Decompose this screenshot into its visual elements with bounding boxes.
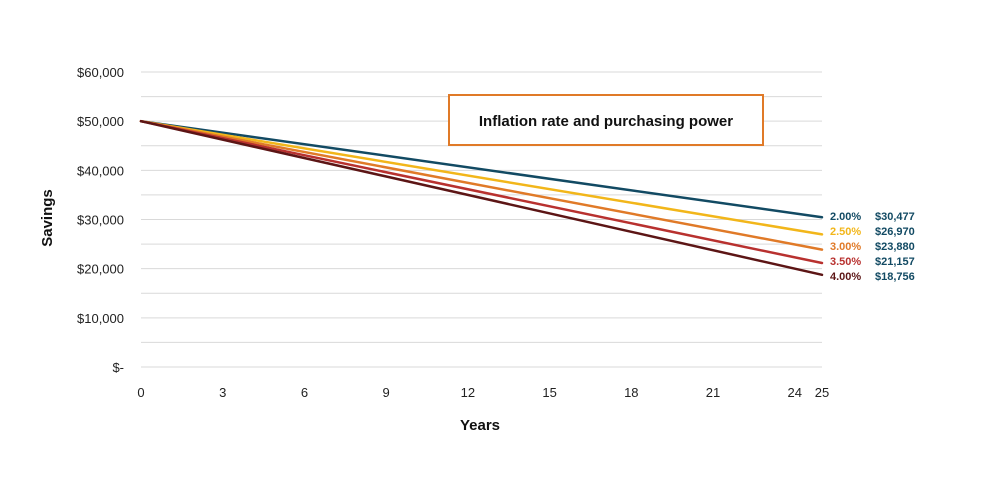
x-axis-title: Years	[460, 417, 500, 434]
series-value-label: $21,157	[875, 256, 915, 268]
x-tick-label: 3	[219, 385, 226, 400]
series-line	[139, 119, 824, 236]
chart-title: Inflation rate and purchasing power	[479, 113, 733, 130]
y-tick-label: $20,000	[77, 262, 124, 277]
series-rate-label: 3.50%	[830, 256, 861, 268]
series-rate-label: 2.00%	[830, 211, 861, 223]
series-line	[139, 119, 824, 219]
title-box: Inflation rate and purchasing power	[448, 94, 764, 146]
series-rate-label: 3.00%	[830, 241, 861, 253]
y-axis-tick-labels: $- $10,000 $20,000 $30,000 $40,000 $50,000 $60…	[77, 65, 124, 375]
y-tick-label: $30,000	[77, 213, 124, 228]
end-labels: 2.00% $30,477 2.50% $26,970 3.00% $23,880 3.50…	[830, 211, 915, 283]
y-tick-label: $10,000	[77, 311, 124, 326]
series-lines	[139, 119, 824, 277]
series-line	[139, 119, 824, 265]
x-tick-label: 25	[815, 385, 829, 400]
series-value-label: $26,970	[875, 226, 915, 238]
y-axis-title: Savings	[39, 189, 56, 247]
x-tick-label: 6	[301, 385, 308, 400]
series-value-label: $30,477	[875, 211, 915, 223]
x-axis-tick-labels: 0 3 6 9 12 15 18 21 24 25	[137, 385, 829, 400]
x-tick-label: 18	[624, 385, 638, 400]
y-tick-label: $60,000	[77, 65, 124, 80]
series-value-label: $18,756	[875, 271, 915, 283]
series-line	[139, 119, 824, 251]
x-tick-label: 24	[788, 385, 802, 400]
y-tick-label: $-	[112, 360, 124, 375]
series-value-label: $23,880	[875, 241, 915, 253]
series-line	[139, 119, 824, 277]
x-tick-label: 15	[542, 385, 556, 400]
series-rate-label: 2.50%	[830, 226, 861, 238]
y-tick-label: $40,000	[77, 163, 124, 178]
title-box-border	[448, 94, 764, 146]
x-tick-label: 12	[461, 385, 475, 400]
y-tick-label: $50,000	[77, 114, 124, 129]
series-rate-label: 4.00%	[830, 271, 861, 283]
x-tick-label: 0	[137, 385, 144, 400]
x-tick-label: 21	[706, 385, 720, 400]
x-tick-label: 9	[383, 385, 390, 400]
